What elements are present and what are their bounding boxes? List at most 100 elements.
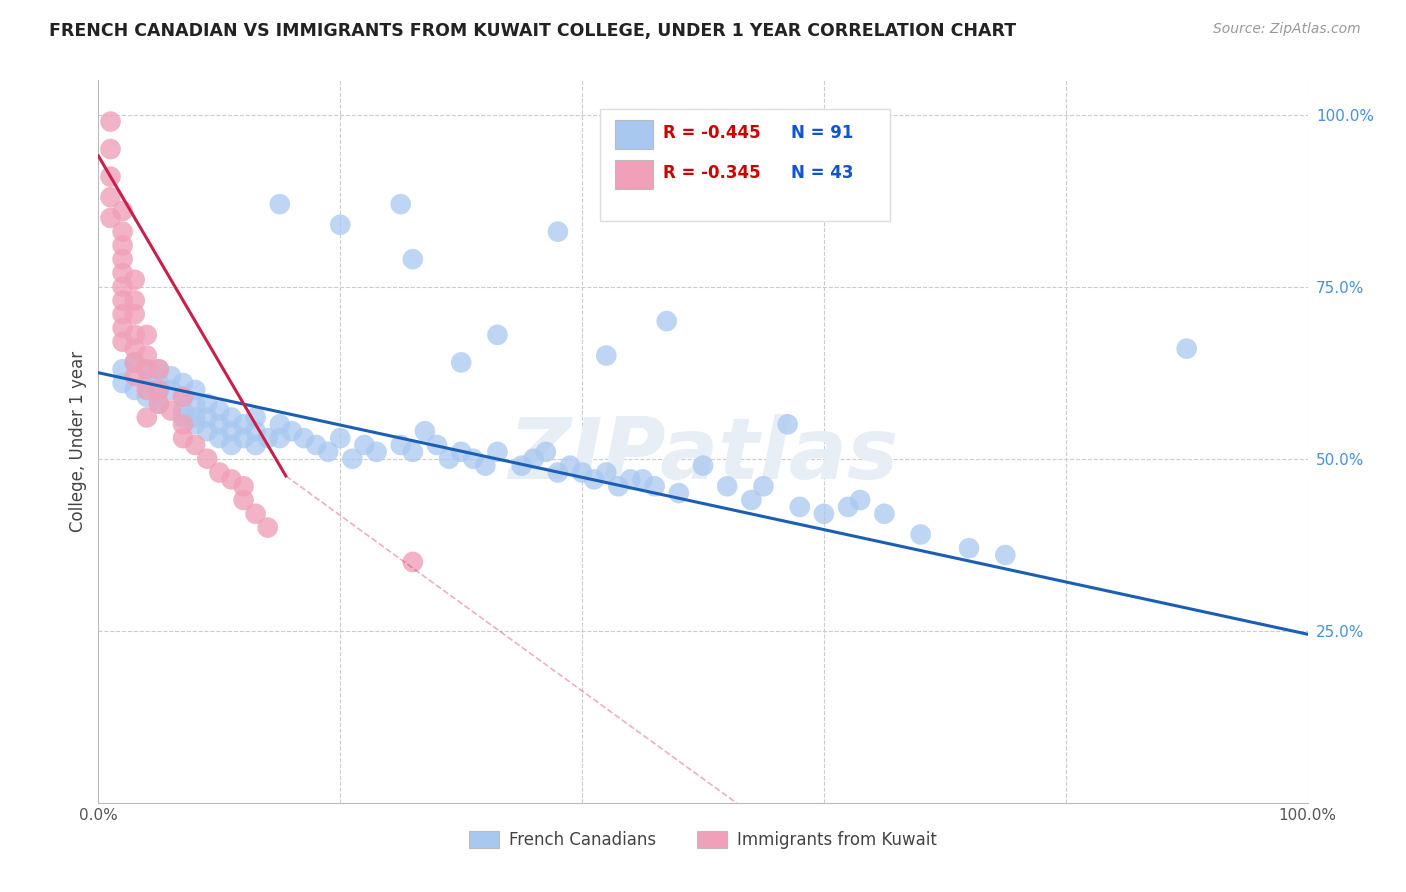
Point bbox=[148, 362, 170, 376]
Point bbox=[111, 252, 134, 267]
Point bbox=[172, 390, 194, 404]
Point bbox=[208, 403, 231, 417]
Point bbox=[184, 410, 207, 425]
Text: R = -0.445: R = -0.445 bbox=[664, 124, 761, 142]
Point bbox=[776, 417, 799, 432]
Point bbox=[184, 438, 207, 452]
Point bbox=[135, 327, 157, 342]
Point bbox=[208, 417, 231, 432]
Point bbox=[148, 383, 170, 397]
Point bbox=[172, 410, 194, 425]
Point bbox=[245, 438, 267, 452]
Point bbox=[353, 438, 375, 452]
Text: R = -0.345: R = -0.345 bbox=[664, 164, 761, 182]
Point bbox=[595, 349, 617, 363]
Point bbox=[124, 293, 146, 308]
Point bbox=[195, 410, 218, 425]
Point bbox=[752, 479, 775, 493]
FancyBboxPatch shape bbox=[600, 109, 890, 221]
Point bbox=[148, 397, 170, 411]
Point bbox=[111, 279, 134, 293]
Point bbox=[1175, 342, 1198, 356]
Point bbox=[849, 493, 872, 508]
Legend: French Canadians, Immigrants from Kuwait: French Canadians, Immigrants from Kuwait bbox=[463, 824, 943, 856]
Point bbox=[269, 431, 291, 445]
Point bbox=[245, 424, 267, 438]
Point bbox=[172, 390, 194, 404]
Point bbox=[100, 190, 122, 204]
Point bbox=[184, 417, 207, 432]
Point bbox=[426, 438, 449, 452]
Point bbox=[100, 169, 122, 184]
Point bbox=[619, 472, 641, 486]
Point bbox=[124, 383, 146, 397]
Point bbox=[100, 211, 122, 225]
Point bbox=[789, 500, 811, 514]
Point bbox=[269, 417, 291, 432]
Point bbox=[100, 142, 122, 156]
Point bbox=[716, 479, 738, 493]
Point bbox=[402, 252, 425, 267]
Point bbox=[413, 424, 436, 438]
FancyBboxPatch shape bbox=[614, 160, 654, 189]
Point bbox=[389, 197, 412, 211]
Point bbox=[221, 410, 243, 425]
Point bbox=[111, 238, 134, 252]
Point bbox=[195, 451, 218, 466]
Point bbox=[135, 362, 157, 376]
Point bbox=[486, 327, 509, 342]
Point bbox=[510, 458, 533, 473]
Point bbox=[111, 362, 134, 376]
Point bbox=[837, 500, 859, 514]
Point bbox=[111, 321, 134, 335]
Point bbox=[148, 397, 170, 411]
Point bbox=[631, 472, 654, 486]
Point bbox=[463, 451, 485, 466]
Point bbox=[474, 458, 496, 473]
Point bbox=[160, 403, 183, 417]
Point bbox=[256, 431, 278, 445]
Point bbox=[124, 342, 146, 356]
Point bbox=[450, 355, 472, 369]
Point bbox=[111, 266, 134, 280]
Point bbox=[111, 376, 134, 390]
Point bbox=[135, 349, 157, 363]
Point bbox=[160, 369, 183, 384]
Point bbox=[402, 555, 425, 569]
Text: FRENCH CANADIAN VS IMMIGRANTS FROM KUWAIT COLLEGE, UNDER 1 YEAR CORRELATION CHAR: FRENCH CANADIAN VS IMMIGRANTS FROM KUWAI… bbox=[49, 22, 1017, 40]
Point bbox=[135, 390, 157, 404]
Point bbox=[245, 507, 267, 521]
Point bbox=[547, 225, 569, 239]
Point bbox=[208, 431, 231, 445]
Point bbox=[148, 376, 170, 390]
Point bbox=[172, 376, 194, 390]
Point bbox=[124, 273, 146, 287]
Point bbox=[256, 520, 278, 534]
Point bbox=[208, 466, 231, 480]
Point bbox=[135, 376, 157, 390]
Point bbox=[172, 431, 194, 445]
Point bbox=[450, 445, 472, 459]
Point bbox=[111, 293, 134, 308]
Point bbox=[595, 466, 617, 480]
Point bbox=[547, 466, 569, 480]
Point bbox=[668, 486, 690, 500]
Point bbox=[184, 383, 207, 397]
Point bbox=[329, 431, 352, 445]
Point bbox=[124, 327, 146, 342]
Point bbox=[172, 417, 194, 432]
Point bbox=[124, 355, 146, 369]
Point bbox=[124, 355, 146, 369]
Text: N = 43: N = 43 bbox=[792, 164, 853, 182]
Point bbox=[316, 445, 339, 459]
Point bbox=[655, 314, 678, 328]
Point bbox=[342, 451, 364, 466]
Point bbox=[124, 307, 146, 321]
Point bbox=[148, 383, 170, 397]
Point bbox=[740, 493, 762, 508]
Point bbox=[195, 424, 218, 438]
Point bbox=[111, 204, 134, 219]
Point bbox=[135, 362, 157, 376]
Point bbox=[195, 397, 218, 411]
Point bbox=[813, 507, 835, 521]
